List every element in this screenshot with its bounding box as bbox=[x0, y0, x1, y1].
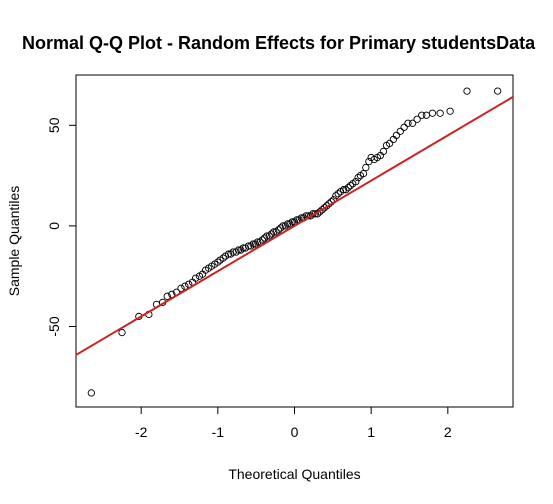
qq-point bbox=[232, 248, 240, 256]
qq-point bbox=[334, 190, 342, 198]
qq-point bbox=[293, 216, 301, 224]
qq-point bbox=[385, 139, 394, 148]
qq-point bbox=[163, 292, 171, 300]
qq-point bbox=[342, 186, 350, 194]
qq-point bbox=[279, 222, 287, 230]
plot-frame bbox=[75, 74, 514, 408]
qq-point bbox=[344, 184, 352, 192]
qq-point bbox=[247, 242, 255, 250]
qq-point bbox=[346, 182, 355, 190]
y-axis-label: Sample Quantiles bbox=[6, 186, 22, 297]
qq-point bbox=[237, 246, 245, 254]
qq-point bbox=[181, 282, 189, 290]
qq-point bbox=[118, 328, 126, 337]
qq-point bbox=[224, 250, 233, 258]
qq-point bbox=[274, 226, 283, 234]
qq-point bbox=[281, 222, 289, 230]
x-tick-label: -2 bbox=[135, 424, 148, 440]
qq-point bbox=[418, 111, 426, 119]
qq-point bbox=[446, 107, 454, 115]
x-tick-label: 1 bbox=[367, 424, 375, 440]
x-tick-label: -1 bbox=[212, 424, 225, 440]
qq-point bbox=[408, 119, 417, 127]
qq-point bbox=[320, 204, 329, 212]
points-layer bbox=[87, 87, 502, 397]
qq-point bbox=[265, 232, 273, 240]
qq-point bbox=[219, 254, 227, 262]
qq-point bbox=[362, 163, 370, 172]
qq-point bbox=[249, 240, 257, 248]
y-tick-label: 50 bbox=[46, 117, 62, 133]
qq-point bbox=[318, 206, 326, 214]
qq-point bbox=[263, 232, 271, 240]
qq-point bbox=[463, 87, 471, 95]
qq-point bbox=[392, 131, 401, 140]
qq-point bbox=[306, 212, 315, 220]
qq-point bbox=[359, 169, 368, 178]
qq-point bbox=[270, 228, 278, 236]
qq-point bbox=[244, 242, 253, 250]
qq-point bbox=[404, 119, 412, 127]
qq-point bbox=[260, 234, 269, 242]
reference-line bbox=[75, 96, 514, 356]
x-tick-label: 0 bbox=[291, 424, 299, 440]
qq-point bbox=[214, 258, 222, 266]
x-tick-label: 2 bbox=[444, 424, 452, 440]
qq-point bbox=[379, 147, 388, 156]
qq-point bbox=[413, 115, 421, 123]
qq-point bbox=[191, 274, 200, 282]
qq-point bbox=[177, 284, 185, 292]
qq-point bbox=[494, 87, 502, 95]
y-axis: -50 0 50 bbox=[46, 117, 76, 337]
qq-point bbox=[354, 173, 362, 182]
qq-point bbox=[286, 220, 294, 228]
qq-point bbox=[428, 109, 437, 117]
qq-point bbox=[288, 218, 296, 226]
qq-point bbox=[283, 220, 292, 228]
qq-point bbox=[422, 111, 431, 119]
qq-point bbox=[251, 240, 260, 248]
qq-point bbox=[267, 230, 276, 238]
qq-point bbox=[311, 210, 319, 218]
chart-title: Normal Q-Q Plot - Random Effects for Pri… bbox=[22, 33, 536, 53]
qq-point bbox=[339, 186, 348, 194]
x-axis-label: Theoretical Quantiles bbox=[228, 466, 360, 482]
x-axis: -2 -1 0 1 2 bbox=[135, 407, 452, 440]
y-tick-label: -50 bbox=[46, 316, 62, 336]
qq-point bbox=[87, 389, 95, 397]
qq-point bbox=[277, 224, 285, 232]
y-tick-label: 0 bbox=[46, 222, 62, 230]
qq-point bbox=[234, 246, 243, 254]
qq-point bbox=[254, 238, 262, 246]
qq-point bbox=[436, 109, 444, 117]
qq-point bbox=[396, 127, 404, 135]
qq-point bbox=[258, 236, 266, 244]
qq-point bbox=[400, 123, 408, 131]
qq-point bbox=[272, 228, 280, 236]
qq-point bbox=[352, 177, 360, 186]
qq-point bbox=[332, 192, 340, 200]
